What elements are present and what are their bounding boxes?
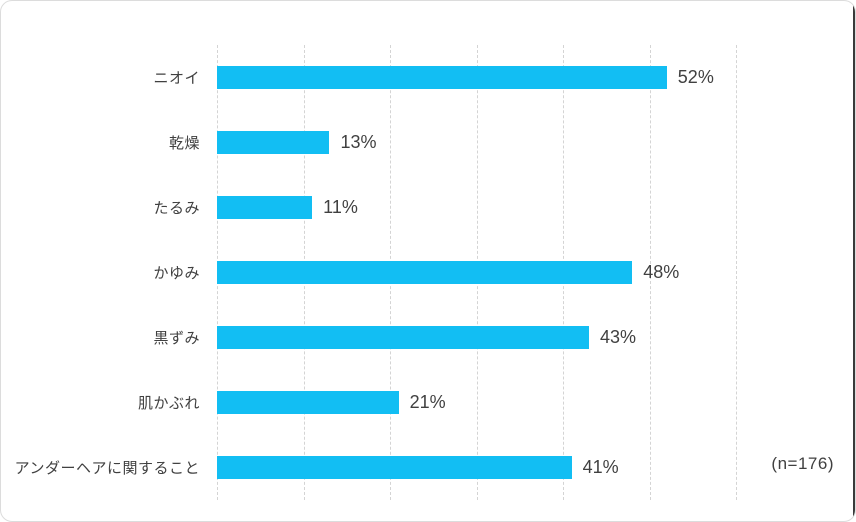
bar xyxy=(217,261,633,284)
category-label: たるみ xyxy=(153,200,200,217)
chart-row: かゆみ 48% xyxy=(1,240,855,305)
category-label: ニオイ xyxy=(153,70,200,87)
value-label: 41% xyxy=(582,457,619,477)
bar xyxy=(217,326,589,349)
value-label: 13% xyxy=(340,132,377,152)
value-label: 11% xyxy=(323,197,358,217)
chart-row: アンダーヘアに関すること 41% xyxy=(1,435,855,500)
value-label: 21% xyxy=(409,392,446,412)
chart-row: たるみ 11% xyxy=(1,175,855,240)
chart-row: ニオイ 52% xyxy=(1,45,855,110)
gridline-60 xyxy=(736,45,737,500)
category-label: かゆみ xyxy=(153,265,200,282)
bar xyxy=(217,131,330,154)
bar xyxy=(217,66,667,89)
bar xyxy=(217,196,313,219)
category-label: 乾燥 xyxy=(168,135,200,152)
category-label: アンダーヘアに関すること xyxy=(14,460,200,477)
value-label: 52% xyxy=(677,67,714,87)
category-label: 肌かぶれ xyxy=(137,395,200,412)
window-right-edge xyxy=(853,1,855,521)
value-label: 48% xyxy=(643,262,680,282)
chart-row: 黒ずみ 43% xyxy=(1,305,855,370)
bar xyxy=(217,456,572,479)
category-label: 黒ずみ xyxy=(153,330,200,347)
bar xyxy=(217,391,399,414)
chart-row: 肌かぶれ 21% xyxy=(1,370,855,435)
value-label: 43% xyxy=(599,327,636,347)
gridline-50 xyxy=(649,45,651,500)
chart-row: 乾燥 13% xyxy=(1,110,855,175)
sample-size-annotation: (n=176) xyxy=(771,454,834,473)
